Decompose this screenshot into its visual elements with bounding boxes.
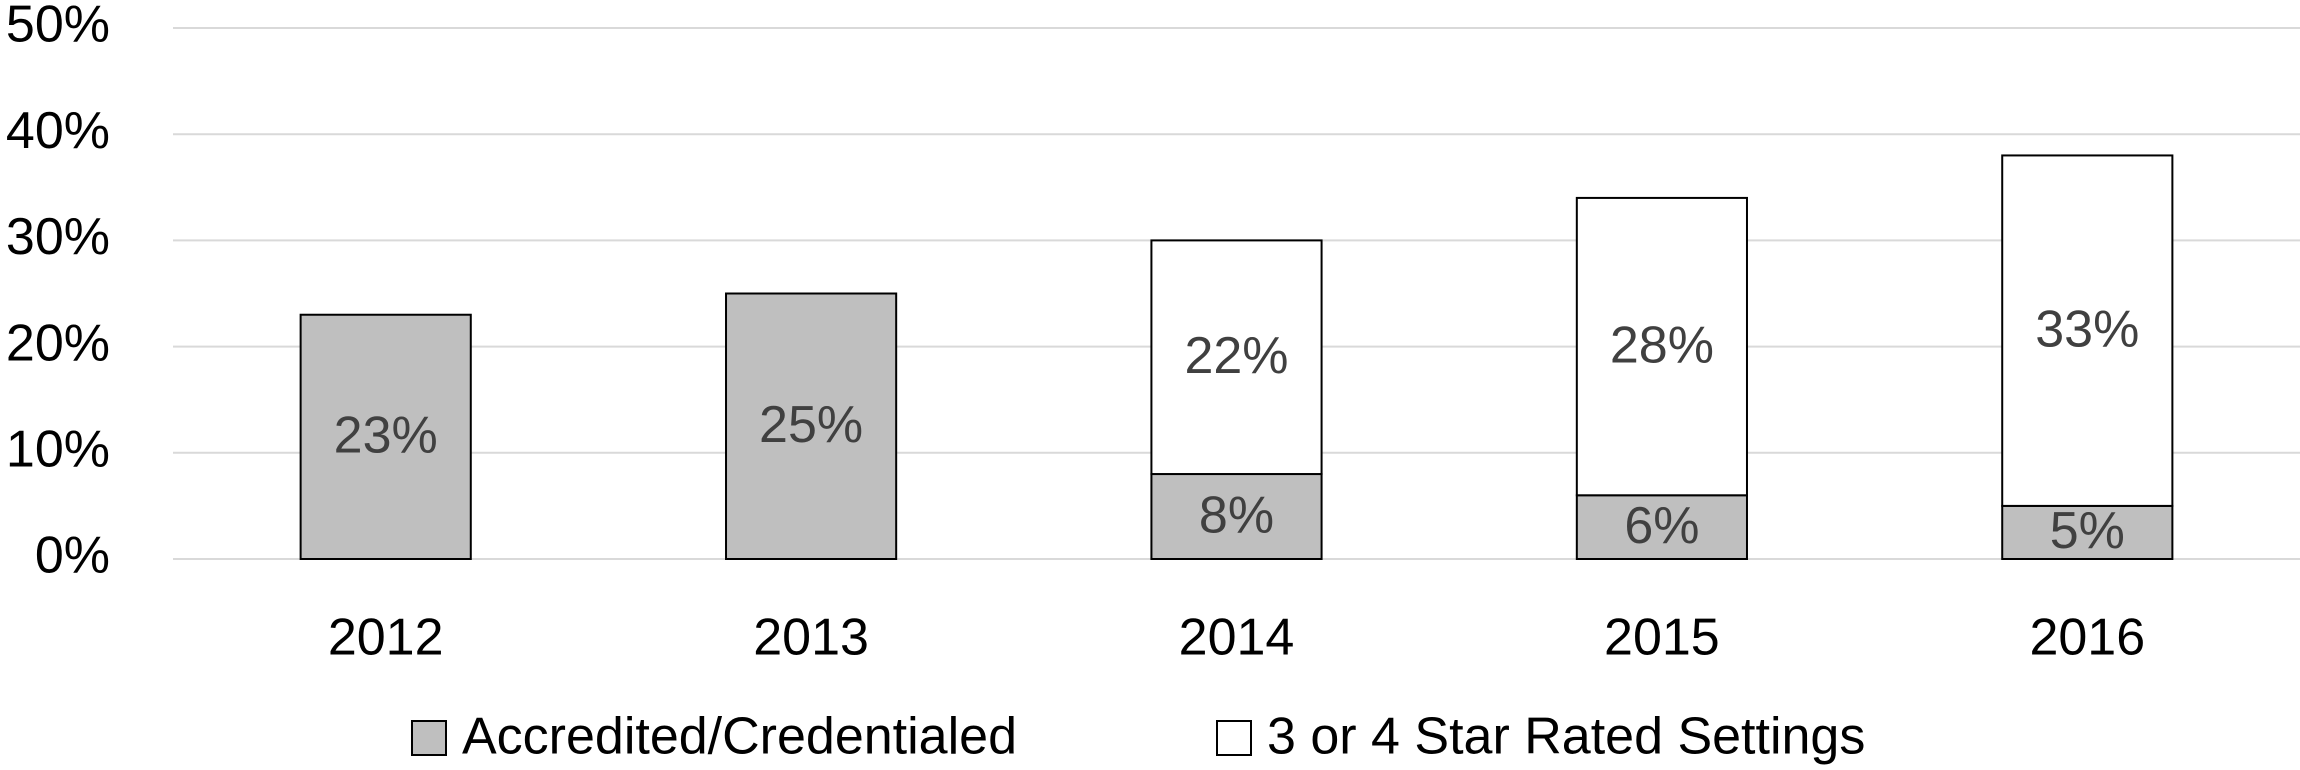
bar-segment <box>1150 473 1323 561</box>
x-tick-label: 2014 <box>1179 609 1295 667</box>
data-label: 25% <box>759 396 863 454</box>
legend-swatch <box>411 720 447 756</box>
data-label: 23% <box>334 407 438 465</box>
data-label: 22% <box>1184 327 1288 385</box>
x-tick-label: 2016 <box>2029 609 2145 667</box>
legend-label: 3 or 4 Star Rated Settings <box>1267 708 1865 766</box>
y-tick-label: 50% <box>6 0 110 54</box>
data-label: 28% <box>1610 316 1714 374</box>
bar-segment <box>1575 494 1748 560</box>
bar-segment <box>2001 504 2174 560</box>
bar-segment <box>1575 196 1748 497</box>
bar-segment <box>299 313 472 560</box>
y-tick-label: 0% <box>35 527 110 585</box>
y-tick-label: 40% <box>6 102 110 160</box>
bar-segment <box>1150 239 1323 476</box>
y-tick-label: 20% <box>6 314 110 372</box>
y-tick-label: 10% <box>6 421 110 479</box>
x-tick-label: 2013 <box>753 609 869 667</box>
x-tick-label: 2015 <box>1604 609 1720 667</box>
bar-segment <box>725 292 898 560</box>
y-tick-label: 30% <box>6 208 110 266</box>
legend-swatch <box>1216 720 1252 756</box>
legend-label: Accredited/Credentialed <box>462 708 1017 766</box>
bar-segment <box>2001 154 2174 507</box>
data-label: 33% <box>2035 300 2139 358</box>
x-tick-label: 2012 <box>328 609 444 667</box>
data-label: 5% <box>2050 502 2125 560</box>
data-label: 6% <box>1624 497 1699 555</box>
data-label: 8% <box>1199 486 1274 544</box>
